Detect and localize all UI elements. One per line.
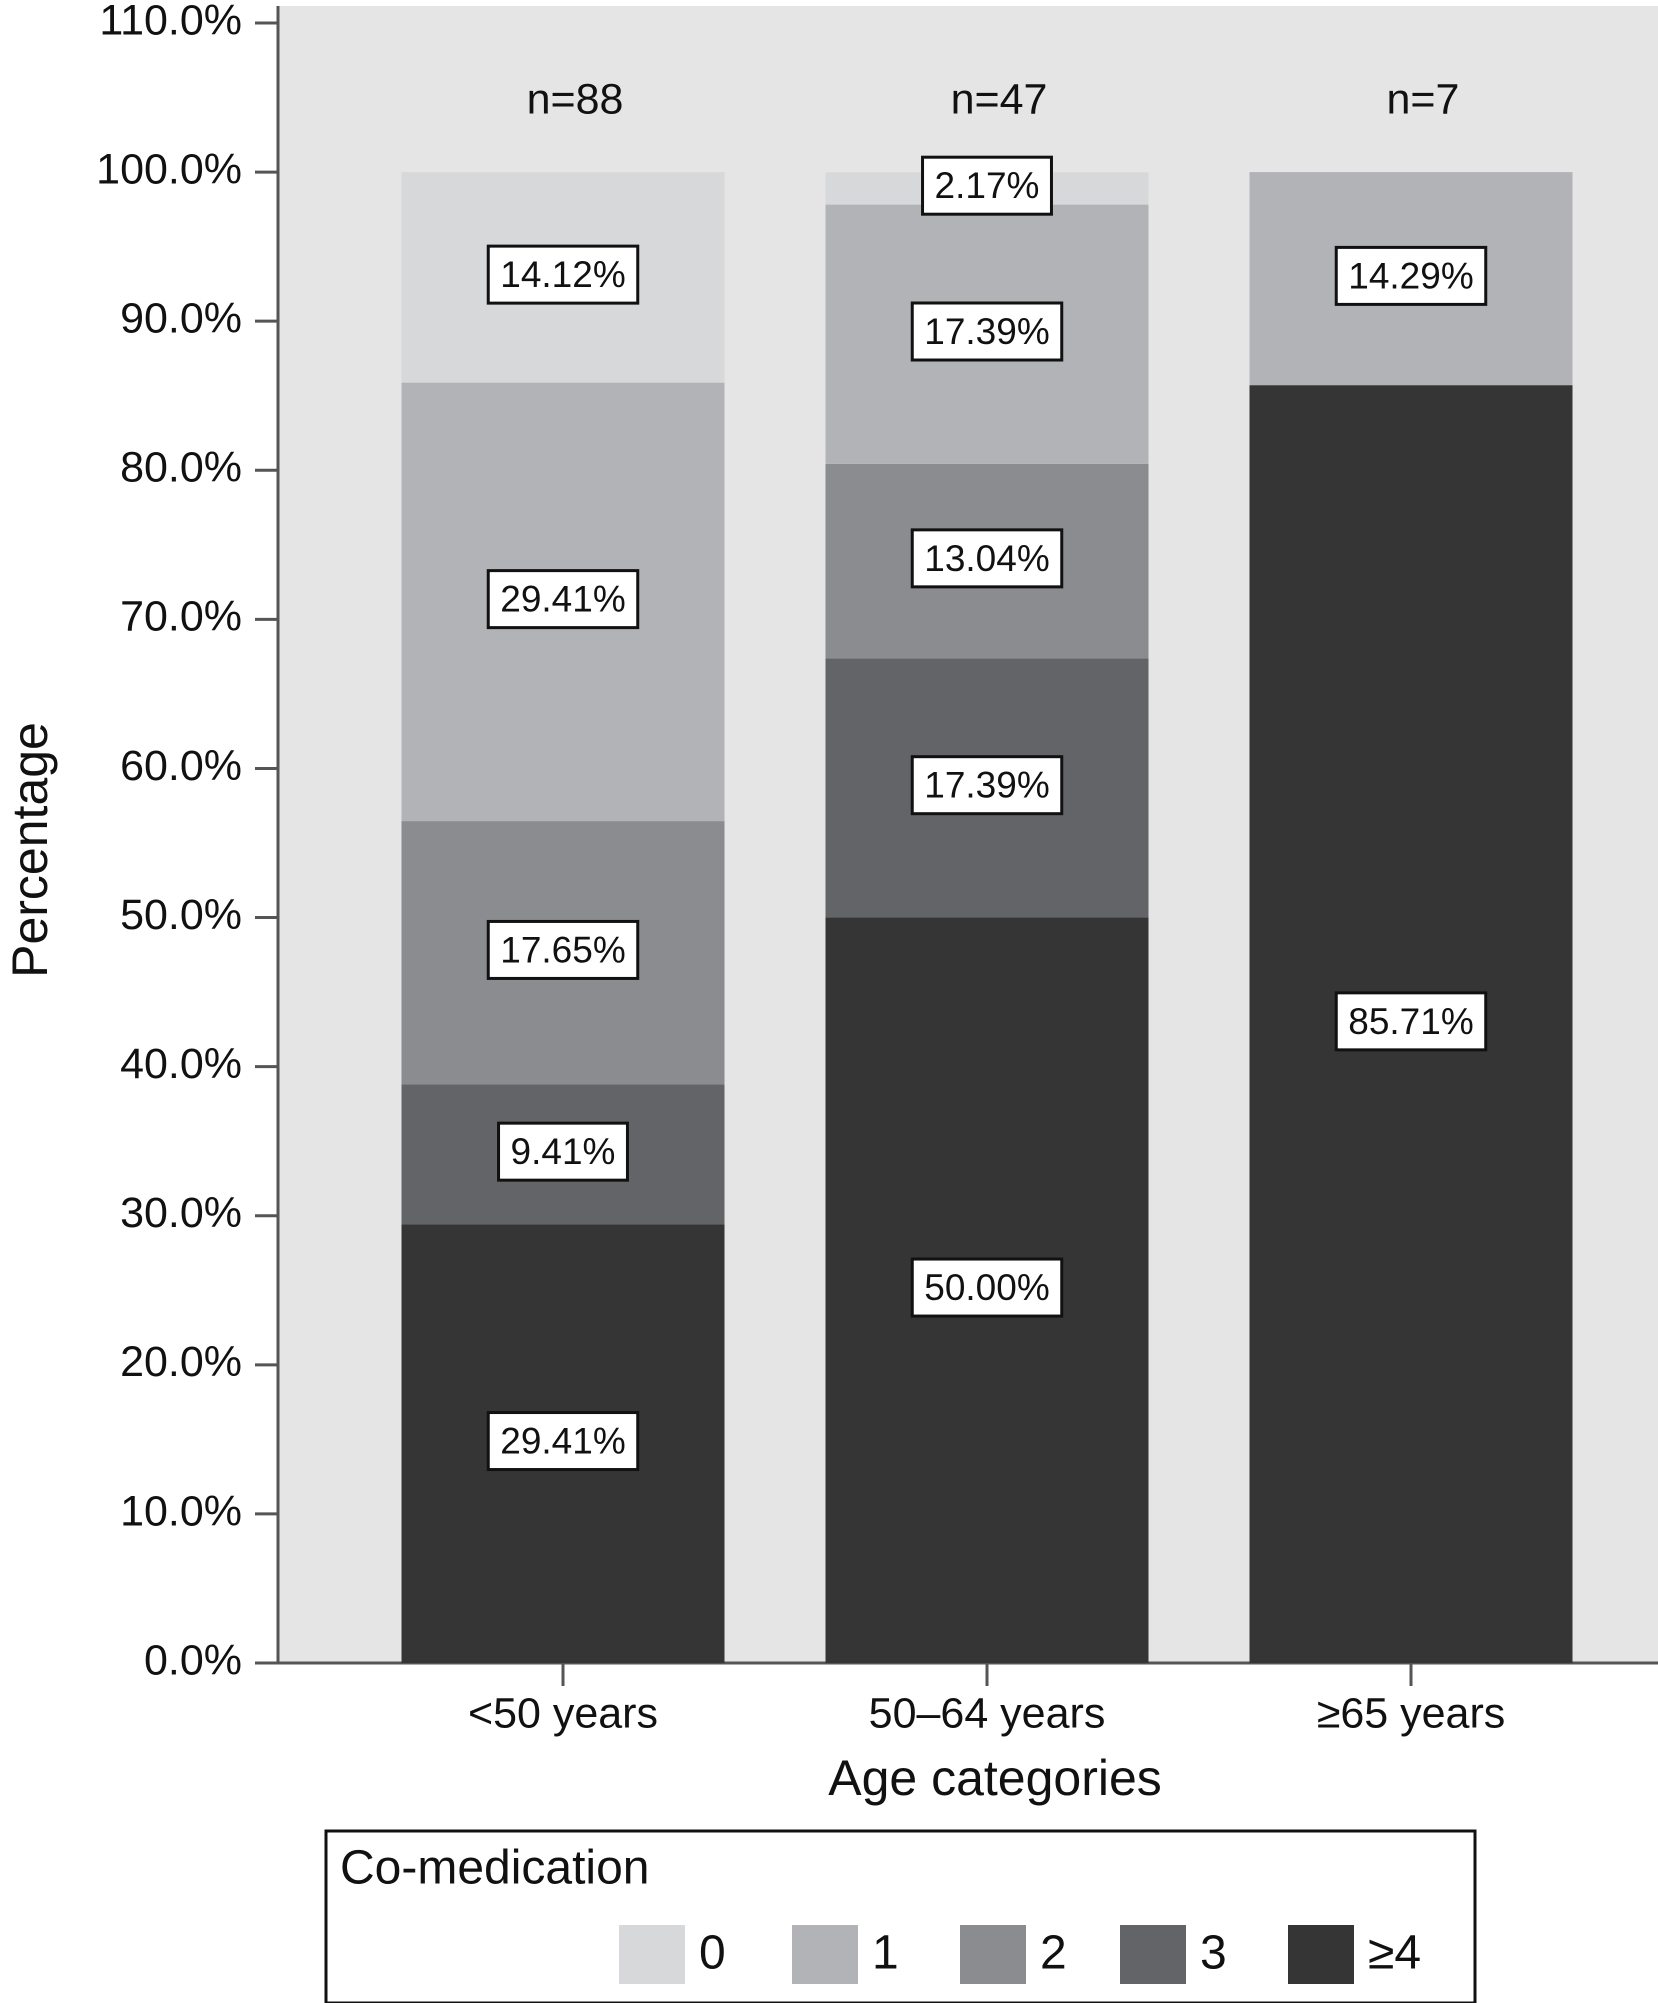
data-label-text: 14.12% [500, 254, 626, 295]
annotation: n=47 [951, 75, 1048, 123]
y-tick-label: 70.0% [120, 593, 242, 641]
x-tick-label: ≥65 years [1317, 1689, 1506, 1737]
y-tick-label: 30.0% [120, 1189, 242, 1237]
legend-swatch [792, 1925, 858, 1984]
legend-swatch [1288, 1925, 1354, 1984]
data-label-box [486, 1411, 640, 1472]
data-label-box [497, 1121, 629, 1182]
y-tick-label: 10.0% [120, 1487, 242, 1535]
data-label-text: 9.41% [511, 1131, 616, 1172]
legend-label: ≥4 [1368, 1927, 1421, 1980]
data-label-text: 17.65% [500, 929, 626, 970]
data-label-text: 29.41% [500, 1421, 626, 1462]
legend-swatch [960, 1925, 1026, 1984]
data-label-box [910, 755, 1064, 816]
y-tick-label: 50.0% [120, 891, 242, 939]
x-tick-label: <50 years [468, 1689, 658, 1737]
data-label-box [910, 1257, 1064, 1318]
data-label-box [1334, 991, 1488, 1052]
legend-box [324, 1829, 1477, 2003]
y-tick-label: 40.0% [120, 1040, 242, 1088]
data-label: 17.65% [486, 919, 640, 980]
data-label-text: 85.71% [1348, 1001, 1474, 1042]
data-label: 13.04% [910, 528, 1064, 589]
legend-label: 1 [872, 1927, 899, 1980]
data-label: 14.12% [486, 244, 640, 305]
x-tick-label: 50–64 years [869, 1689, 1106, 1737]
data-label-box [1334, 245, 1488, 306]
y-tick-label: 90.0% [120, 295, 242, 343]
data-label-text: 29.41% [500, 579, 626, 620]
data-label: 14.29% [1334, 245, 1488, 306]
x-axis-title: Age categories [828, 1750, 1162, 1806]
data-label-text: 14.29% [1348, 255, 1474, 296]
data-label-box [486, 244, 640, 305]
y-tick-label: 0.0% [144, 1636, 242, 1684]
y-axis-title: Percentage [2, 722, 58, 978]
annotation: n=7 [1387, 75, 1460, 123]
data-label-box [486, 569, 640, 630]
y-tick-label: 80.0% [120, 444, 242, 492]
data-label: 9.41% [497, 1121, 629, 1182]
legend-title: Co-medication [340, 1842, 649, 1895]
data-label-text: 13.04% [924, 538, 1050, 579]
legend-label: 3 [1200, 1927, 1227, 1980]
legend-label: 2 [1040, 1927, 1067, 1980]
data-label-box [921, 155, 1053, 216]
y-tick-label: 100.0% [96, 145, 242, 193]
data-label: 17.39% [910, 301, 1064, 362]
data-label: 29.41% [486, 569, 640, 630]
data-label: 17.39% [910, 755, 1064, 816]
data-label-text: 17.39% [924, 765, 1050, 806]
data-label-text: 2.17% [935, 165, 1040, 206]
data-label-text: 50.00% [924, 1267, 1050, 1308]
legend-swatch [1120, 1925, 1186, 1984]
annotation: n=88 [527, 75, 624, 123]
data-label-box [486, 919, 640, 980]
data-label-box [910, 528, 1064, 589]
legend-label: 0 [699, 1927, 726, 1980]
data-label-box [910, 301, 1064, 362]
data-label: 85.71% [1334, 991, 1488, 1052]
y-tick-label: 110.0% [99, 0, 242, 44]
legend-swatch [619, 1925, 685, 1984]
data-label-text: 17.39% [924, 311, 1050, 352]
data-label: 2.17% [921, 155, 1053, 216]
y-tick-label: 60.0% [120, 742, 242, 790]
data-label: 50.00% [910, 1257, 1064, 1318]
y-tick-label: 20.0% [120, 1338, 242, 1386]
data-label: 29.41% [486, 1411, 640, 1472]
